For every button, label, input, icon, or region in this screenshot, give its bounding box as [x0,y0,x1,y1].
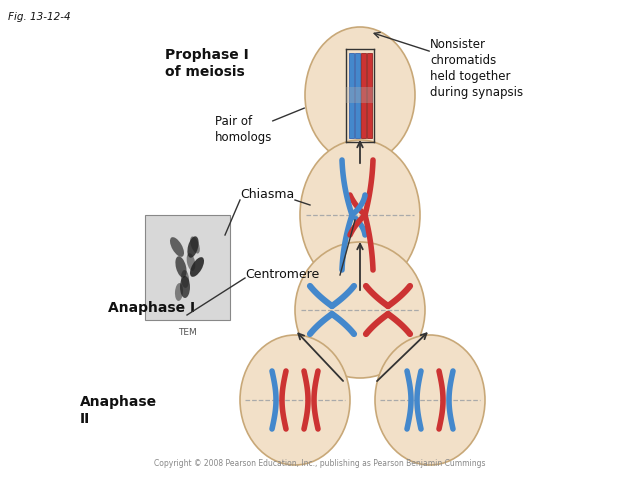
Text: Copyright © 2008 Pearson Education, Inc., publishing as Pearson Benjamin Cumming: Copyright © 2008 Pearson Education, Inc.… [154,459,486,468]
Ellipse shape [188,236,198,258]
Ellipse shape [300,140,420,290]
Text: Fig. 13-12-4: Fig. 13-12-4 [8,12,70,22]
Bar [346,87,374,103]
Ellipse shape [295,242,425,378]
Text: Anaphase
II: Anaphase II [80,395,157,426]
Ellipse shape [175,283,183,301]
Ellipse shape [190,257,204,277]
Text: TEM: TEM [178,328,196,337]
Bar [355,52,360,137]
Ellipse shape [187,253,195,271]
Text: Prophase I
of meiosis: Prophase I of meiosis [165,48,249,79]
Ellipse shape [181,270,189,288]
Text: Centromere: Centromere [245,268,319,281]
Text: Anaphase I: Anaphase I [108,301,195,315]
Ellipse shape [175,256,187,278]
Ellipse shape [180,276,190,298]
Ellipse shape [305,27,415,163]
Bar [349,52,353,137]
Ellipse shape [240,335,350,465]
Bar [360,52,365,137]
Bar [367,52,371,137]
Ellipse shape [170,237,184,257]
Bar [145,215,230,320]
Text: Chiasma: Chiasma [240,189,294,202]
Ellipse shape [375,335,485,465]
Text: Nonsister
chromatids
held together
during synapsis: Nonsister chromatids held together durin… [430,38,523,99]
Ellipse shape [190,237,200,253]
Text: Pair of
homologs: Pair of homologs [215,115,273,144]
